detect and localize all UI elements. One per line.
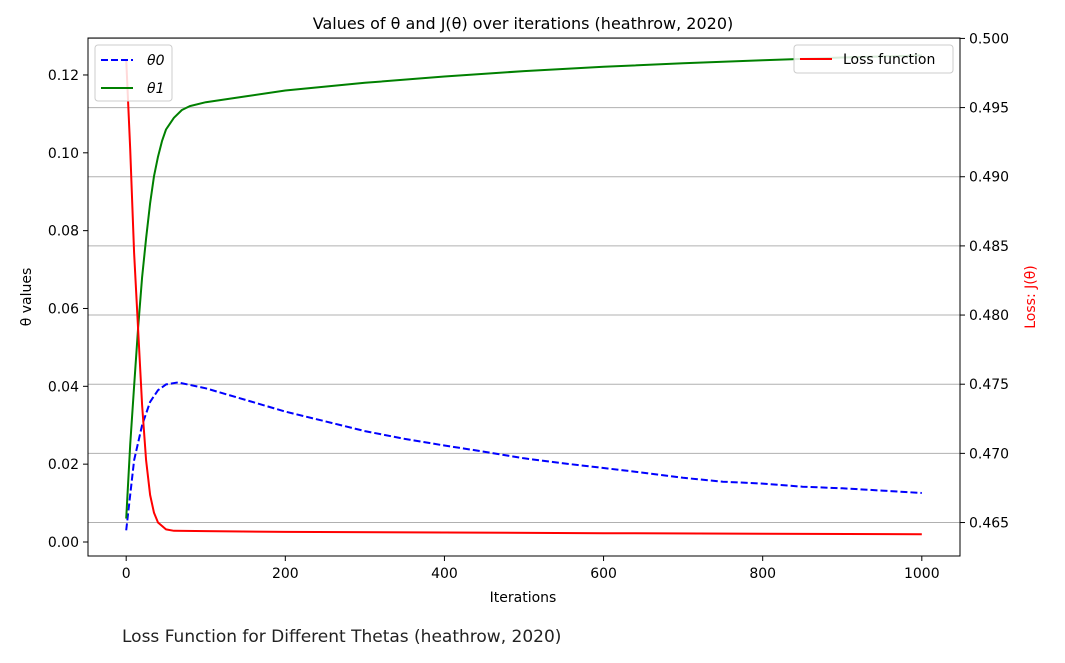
y-right-tick-label: 0.495	[969, 101, 1009, 117]
y-right-tick-label: 0.500	[969, 31, 1009, 47]
legend-loss-box	[793, 44, 954, 74]
legend-loss-label: Loss function	[843, 52, 935, 68]
x-axis: 0 200 400 600 800 1000	[122, 556, 940, 582]
x-tick-label: 1000	[904, 566, 940, 582]
loss-line	[125, 59, 922, 536]
y-right-tick-label: 0.475	[969, 377, 1009, 393]
y-left-tick-label: 0.10	[48, 146, 79, 162]
y-axis-left-label: θ values	[19, 268, 35, 327]
y-right-tick-label: 0.490	[969, 170, 1009, 186]
theta0-line	[125, 381, 922, 531]
chart-title: Values of θ and J(θ) over iterations (he…	[313, 14, 733, 33]
plot-frame	[87, 37, 961, 557]
figure-caption: Loss Function for Different Thetas (heat…	[122, 627, 562, 647]
y-left-tick-label: 0.00	[48, 535, 79, 551]
y-right-tick-label: 0.485	[969, 239, 1009, 255]
y-axis-right: 0.465 0.470 0.475 0.480 0.485 0.490 0.495 0.500	[960, 31, 1009, 532]
series-layer	[125, 54, 922, 536]
y-right-tick-label: 0.480	[969, 308, 1009, 324]
y-axis-left: 0.00 0.02 0.04 0.06 0.08 0.10 0.12	[48, 68, 88, 551]
x-tick-label: 600	[590, 566, 617, 582]
x-tick-label: 800	[749, 566, 776, 582]
legend-theta: θ0 θ1	[94, 44, 173, 102]
y-left-tick-label: 0.12	[48, 68, 79, 84]
chart: Values of θ and J(θ) over iterations (he…	[19, 14, 1039, 606]
x-tick-label: 200	[272, 566, 299, 582]
gridlines	[88, 37, 960, 524]
legend-theta1-label: θ1	[147, 81, 164, 97]
x-tick-label: 400	[431, 566, 458, 582]
y-right-tick-label: 0.470	[969, 446, 1009, 462]
x-axis-label: Iterations	[490, 590, 557, 606]
legend-theta0-label: θ0	[147, 53, 165, 69]
y-left-tick-label: 0.02	[48, 457, 79, 473]
legend-loss: Loss function	[793, 44, 954, 74]
y-left-tick-label: 0.08	[48, 224, 79, 240]
y-left-tick-label: 0.06	[48, 301, 79, 317]
y-right-tick-label: 0.465	[969, 516, 1009, 532]
x-tick-label: 0	[122, 566, 131, 582]
y-axis-right-label: Loss: J(θ)	[1023, 265, 1039, 329]
theta1-line	[125, 54, 922, 519]
y-left-tick-label: 0.04	[48, 379, 79, 395]
